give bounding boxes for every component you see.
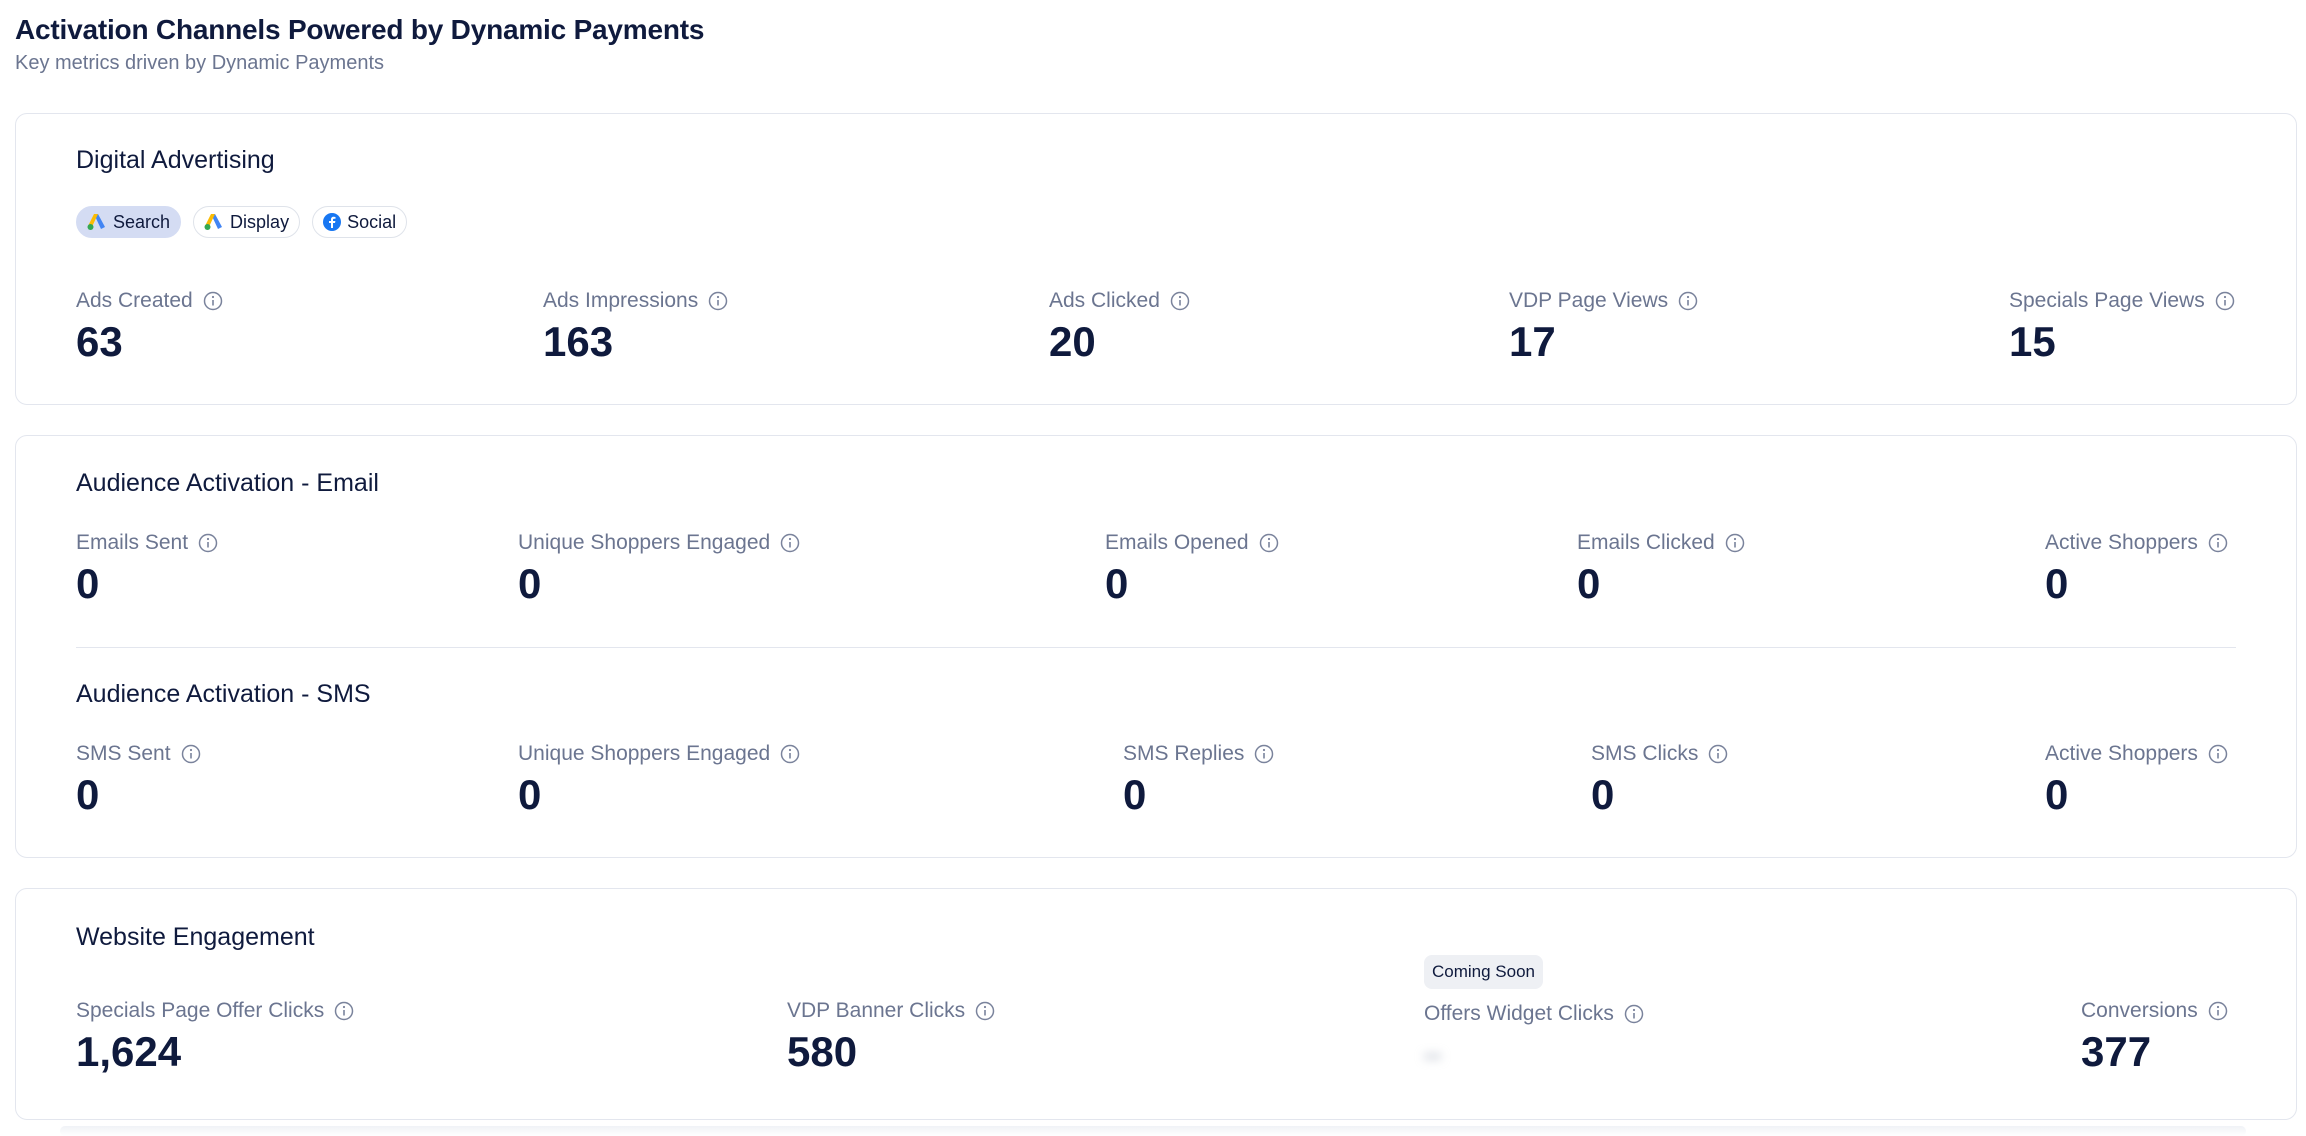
digital-advertising-card: Digital Advertising Search Display xyxy=(15,113,2297,405)
channel-filter-chips: Search Display Social xyxy=(76,206,408,238)
info-icon[interactable] xyxy=(1259,533,1279,553)
metric-value: 0 xyxy=(1123,771,1147,818)
info-icon[interactable] xyxy=(1254,744,1274,764)
info-icon[interactable] xyxy=(334,1001,354,1021)
metric-value: 377 xyxy=(2081,1028,2152,1075)
metric-emails-clicked: Emails Clicked 0 xyxy=(1577,531,1745,607)
metric-ads-clicked: Ads Clicked 20 xyxy=(1049,289,1190,365)
metric-label: SMS Clicks xyxy=(1591,742,1699,765)
metric-label: SMS Replies xyxy=(1123,742,1245,765)
metric-value: 17 xyxy=(1509,318,1556,365)
info-icon[interactable] xyxy=(1725,533,1745,553)
metric-vdp-page-views: VDP Page Views 17 xyxy=(1509,289,1698,365)
metric-label: Conversions xyxy=(2081,999,2198,1022)
info-icon[interactable] xyxy=(2208,533,2228,553)
google-ads-icon xyxy=(204,213,224,231)
chip-label: Search xyxy=(113,211,171,232)
metric-emails-opened: Emails Opened 0 xyxy=(1105,531,1279,607)
metric-label: Unique Shoppers Engaged xyxy=(518,742,771,765)
audience-activation-card: Audience Activation - Email Emails Sent … xyxy=(15,435,2297,858)
metric-value: 0 xyxy=(76,771,100,818)
info-icon[interactable] xyxy=(1678,291,1698,311)
metric-value: 0 xyxy=(2045,771,2069,818)
metric-value: 163 xyxy=(543,318,614,365)
info-icon[interactable] xyxy=(780,744,800,764)
chip-search[interactable]: Search xyxy=(76,206,182,238)
metric-value: 20 xyxy=(1049,318,1096,365)
metric-value: 63 xyxy=(76,318,123,365)
metric-ads-created: Ads Created 63 xyxy=(76,289,223,365)
coming-soon-badge: Coming Soon xyxy=(1424,955,1544,989)
info-icon[interactable] xyxy=(181,744,201,764)
metric-label: Emails Opened xyxy=(1105,531,1249,554)
google-ads-icon xyxy=(87,213,107,231)
metric-value-blurred: -- xyxy=(1424,1039,1442,1069)
metric-unique-shoppers-email: Unique Shoppers Engaged 0 xyxy=(518,531,800,607)
info-icon[interactable] xyxy=(708,291,728,311)
facebook-icon xyxy=(323,213,342,231)
info-icon[interactable] xyxy=(975,1001,995,1021)
section-divider xyxy=(76,647,2236,648)
metric-value: 0 xyxy=(518,560,542,607)
chip-display[interactable]: Display xyxy=(193,206,301,238)
chip-social[interactable]: Social xyxy=(312,206,408,238)
metric-label: VDP Banner Clicks xyxy=(787,999,966,1022)
metric-value: 0 xyxy=(1591,771,1615,818)
metric-value: 0 xyxy=(76,560,100,607)
metric-specials-offer-clicks: Specials Page Offer Clicks 1,624 xyxy=(76,999,354,1075)
metric-value: 0 xyxy=(1105,560,1129,607)
email-section-title: Audience Activation - Email xyxy=(76,469,379,497)
metric-value: 580 xyxy=(787,1028,858,1075)
metric-value: 15 xyxy=(2009,318,2056,365)
info-icon[interactable] xyxy=(1624,1004,1644,1024)
metric-label: VDP Page Views xyxy=(1509,289,1669,312)
metric-label: Emails Sent xyxy=(76,531,189,554)
chip-label: Display xyxy=(230,211,290,232)
info-icon[interactable] xyxy=(198,533,218,553)
metric-active-shoppers-email: Active Shoppers 0 xyxy=(2045,531,2228,607)
metric-label: Active Shoppers xyxy=(2045,531,2198,554)
sms-section-title: Audience Activation - SMS xyxy=(76,680,371,708)
metric-conversions: Conversions 377 xyxy=(2081,999,2228,1075)
metric-label: Emails Clicked xyxy=(1577,531,1715,554)
metric-unique-shoppers-sms: Unique Shoppers Engaged 0 xyxy=(518,742,800,818)
info-icon[interactable] xyxy=(2215,291,2235,311)
metric-sms-clicks: SMS Clicks 0 xyxy=(1591,742,1728,818)
metric-label: Ads Impressions xyxy=(543,289,699,312)
chip-label: Social xyxy=(347,211,397,232)
website-engagement-title: Website Engagement xyxy=(76,923,315,951)
metric-label: Active Shoppers xyxy=(2045,742,2198,765)
metric-label: Unique Shoppers Engaged xyxy=(518,531,771,554)
info-icon[interactable] xyxy=(1170,291,1190,311)
info-icon[interactable] xyxy=(203,291,223,311)
metric-label: SMS Sent xyxy=(76,742,171,765)
info-icon[interactable] xyxy=(780,533,800,553)
next-card-edge xyxy=(60,1126,2246,1136)
info-icon[interactable] xyxy=(2208,744,2228,764)
metric-label: Ads Created xyxy=(76,289,193,312)
metric-vdp-banner-clicks: VDP Banner Clicks 580 xyxy=(787,999,995,1075)
metric-active-shoppers-sms: Active Shoppers 0 xyxy=(2045,742,2228,818)
metric-specials-page-views: Specials Page Views 15 xyxy=(2009,289,2235,365)
metric-offers-widget-clicks: Offers Widget Clicks -- xyxy=(1424,1002,1644,1069)
page-subtitle: Key metrics driven by Dynamic Payments xyxy=(15,52,385,74)
metric-sms-replies: SMS Replies 0 xyxy=(1123,742,1274,818)
info-icon[interactable] xyxy=(2208,1001,2228,1021)
metric-ads-impressions: Ads Impressions 163 xyxy=(543,289,728,365)
metric-value: 0 xyxy=(1577,560,1601,607)
metric-label: Ads Clicked xyxy=(1049,289,1160,312)
page-header: Activation Channels Powered by Dynamic P… xyxy=(15,14,704,75)
info-icon[interactable] xyxy=(1708,744,1728,764)
metric-value: 1,624 xyxy=(76,1028,182,1075)
metric-sms-sent: SMS Sent 0 xyxy=(76,742,201,818)
metric-label: Offers Widget Clicks xyxy=(1424,1002,1614,1025)
page-title: Activation Channels Powered by Dynamic P… xyxy=(15,14,705,45)
metric-value: 0 xyxy=(518,771,542,818)
metric-emails-sent: Emails Sent 0 xyxy=(76,531,218,607)
digital-advertising-title: Digital Advertising xyxy=(76,146,275,174)
metric-value: 0 xyxy=(2045,560,2069,607)
website-engagement-card: Website Engagement Coming Soon Specials … xyxy=(15,888,2297,1120)
metric-label: Specials Page Views xyxy=(2009,289,2205,312)
metric-label: Specials Page Offer Clicks xyxy=(76,999,325,1022)
